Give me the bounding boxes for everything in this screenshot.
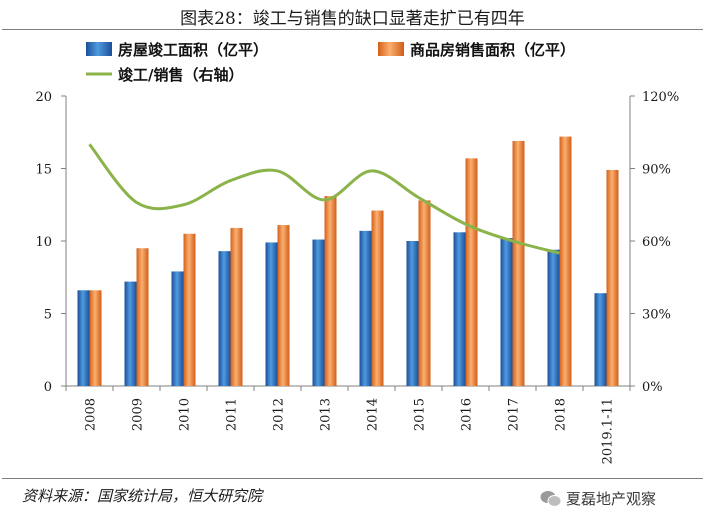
- source-rule: [2, 478, 703, 479]
- bar-sales: [512, 140, 525, 386]
- bar-sales: [183, 233, 196, 386]
- x-tick-label: 2015: [413, 398, 428, 431]
- x-tick-label: 2016: [460, 398, 475, 431]
- x-tick-label: 2018: [554, 398, 569, 431]
- bar-completion: [359, 230, 372, 386]
- x-tick-label: 2017: [507, 398, 522, 431]
- bar-completion: [77, 290, 90, 386]
- y2-tick-label: 0%: [642, 380, 663, 395]
- bar-sales: [136, 248, 149, 386]
- x-tick-label: 2008: [84, 398, 99, 431]
- x-tick-label: 2012: [272, 398, 287, 431]
- y-tick-label: 20: [35, 90, 52, 105]
- y2-tick-label: 30%: [642, 308, 671, 323]
- bar-sales: [277, 225, 290, 386]
- bar-sales: [371, 210, 384, 386]
- bar-completion: [124, 281, 137, 386]
- watermark-text: 夏磊地产观察: [566, 490, 657, 508]
- legend-label-sales: 商品房销售面积（亿平）: [410, 41, 575, 59]
- y2-tick-label: 90%: [642, 163, 671, 178]
- legend-label-ratio: 竣工/销售（右轴）: [118, 66, 243, 84]
- watermark: 夏磊地产观察: [540, 488, 656, 509]
- x-tick-label: 2013: [319, 398, 334, 431]
- source-note: 资料来源：国家统计局，恒大研究院: [22, 487, 263, 505]
- bar-sales: [606, 169, 619, 386]
- bar-completion: [594, 293, 607, 386]
- x-tick-label: 2014: [366, 398, 381, 431]
- x-tick-label: 2011: [225, 398, 240, 431]
- x-tick-label: 2010: [178, 398, 193, 431]
- bar-sales: [559, 136, 572, 386]
- bar-completion: [406, 241, 419, 386]
- bar-sales: [230, 227, 243, 386]
- x-tick-label: 2019.1-11: [601, 398, 616, 464]
- legend-swatch-sales: [378, 42, 404, 56]
- title-rule: [2, 29, 703, 30]
- y-tick-label: 5: [44, 308, 52, 323]
- legend-swatch-completion: [86, 42, 112, 56]
- bar-completion: [265, 242, 278, 386]
- bar-completion: [453, 232, 466, 386]
- y-tick-label: 10: [35, 235, 52, 250]
- bar-completion: [500, 238, 513, 386]
- ratio-line: [88, 143, 560, 255]
- chart-title: 图表28：竣工与销售的缺口显著走扩已有四年: [180, 9, 525, 29]
- bar-completion: [218, 251, 231, 386]
- bar-sales: [89, 290, 102, 386]
- chart: 0 5 10 15 20 0% 30% 60% 90% 120% 2008 2009 2010 2011 2…: [35, 41, 679, 464]
- x-tick-label: 2009: [131, 398, 146, 431]
- bar-sales: [465, 158, 478, 386]
- bar-sales: [418, 200, 431, 386]
- bar-completion: [312, 239, 325, 386]
- bar-sales: [324, 196, 337, 386]
- y2-tick-label: 120%: [642, 90, 679, 105]
- y-tick-label: 15: [35, 163, 52, 178]
- y-tick-label: 0: [44, 380, 52, 395]
- wechat-icon: [540, 490, 562, 507]
- bar-completion: [171, 271, 184, 386]
- bar-completion: [547, 249, 560, 386]
- legend-label-completion: 房屋竣工面积（亿平）: [118, 41, 268, 59]
- y2-tick-label: 60%: [642, 235, 671, 250]
